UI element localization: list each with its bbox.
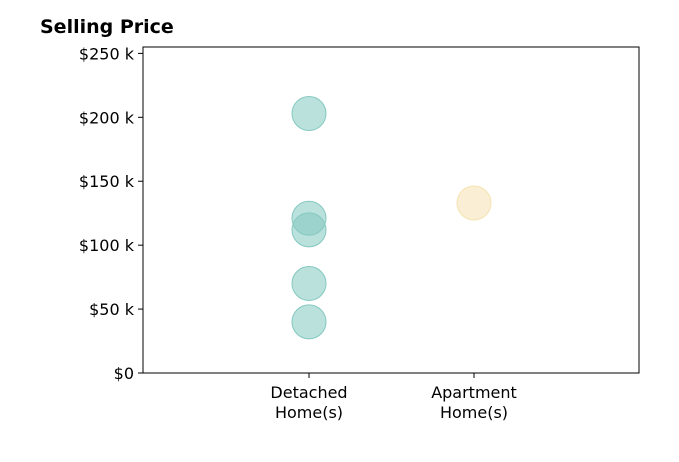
data-points [291,95,492,340]
y-tick-label: $150 k [79,172,135,191]
data-point [291,95,327,131]
chart-title: Selling Price [40,16,174,38]
x-tick-label: Detached Home(s) [270,383,347,422]
x-axis: Detached Home(s) Apartment Home(s) [270,373,517,422]
y-tick-label: $100 k [79,236,135,255]
y-tick-label: $0 [114,364,134,383]
data-point [291,266,327,302]
y-tick-label: $250 k [79,44,135,63]
data-point [291,304,327,340]
y-axis: $0 $50 k $100 k $150 k $200 k $250 k [79,44,143,383]
data-point [456,185,492,221]
y-tick-label: $50 k [89,300,135,319]
plot-frame [142,46,640,374]
data-point [291,212,327,248]
y-tick-label: $200 k [79,108,135,127]
x-tick-label: Apartment Home(s) [431,383,517,422]
